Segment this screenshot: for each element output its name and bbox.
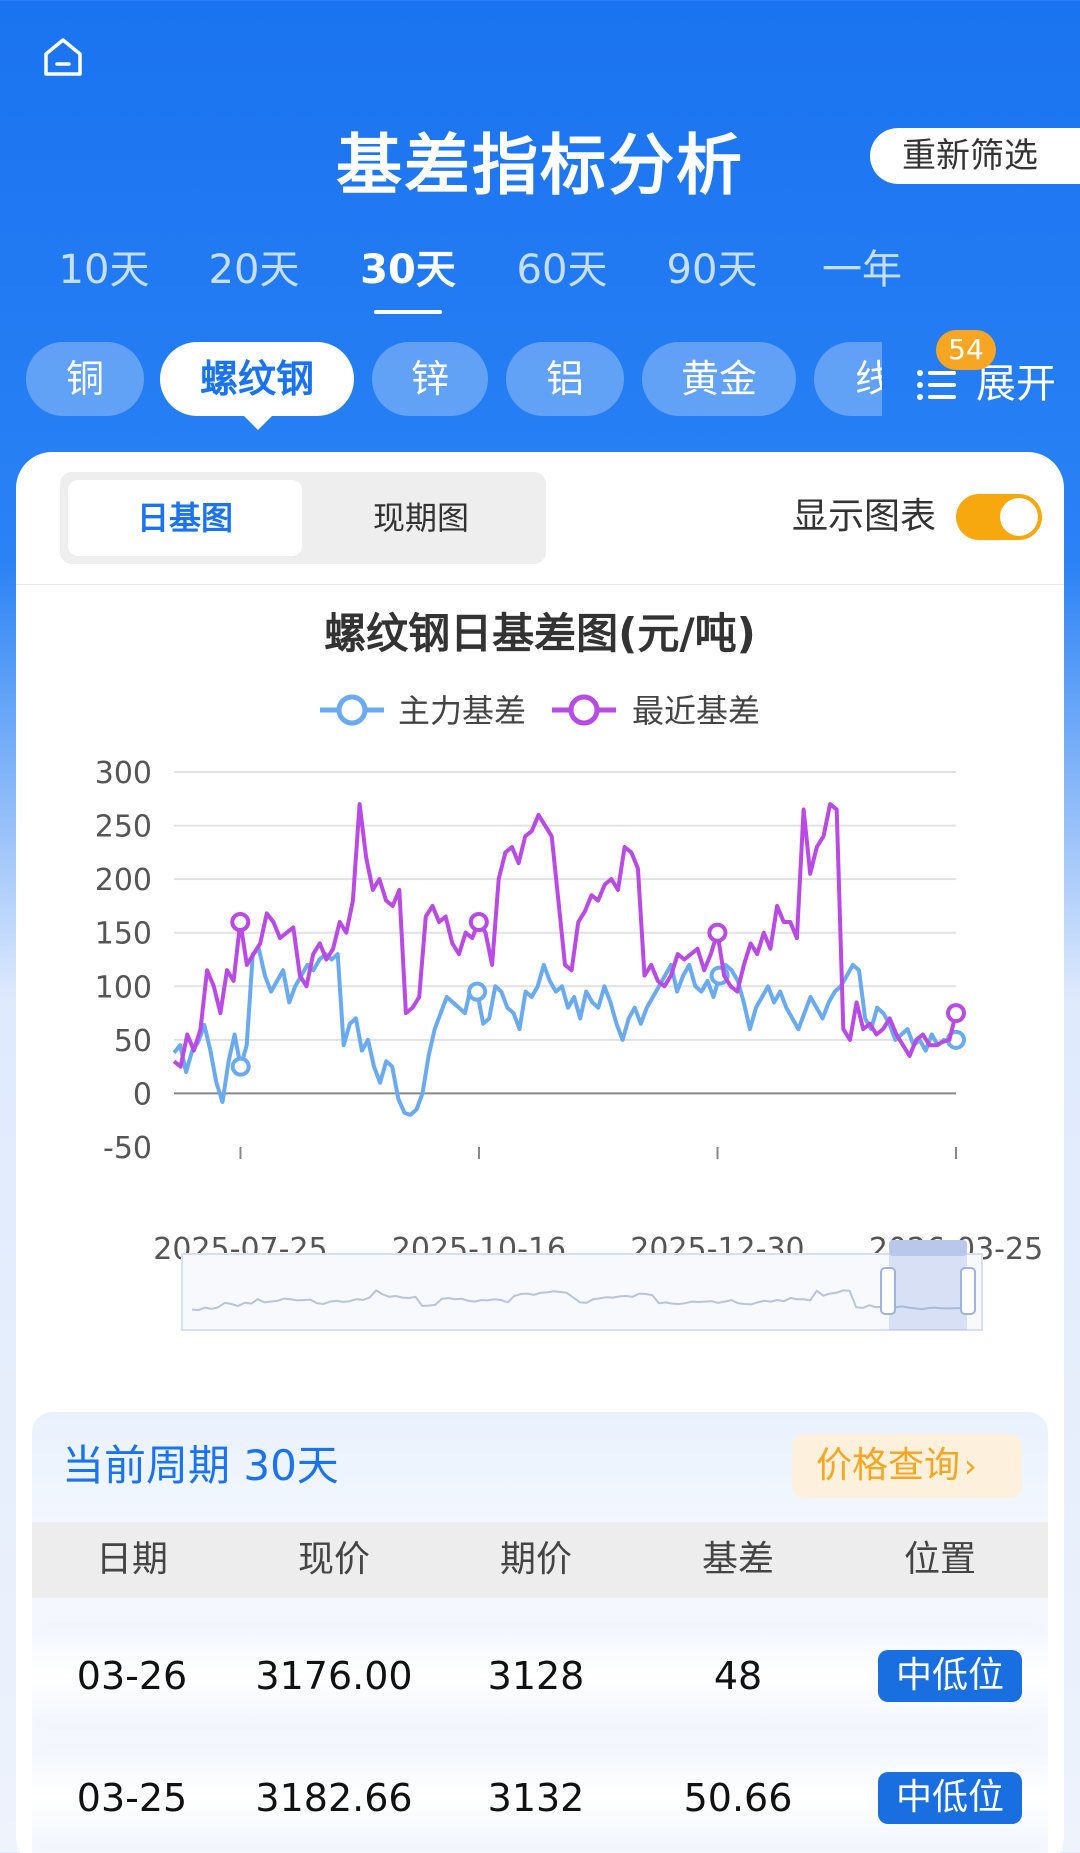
show-chart-label: 显示图表: [792, 496, 937, 537]
tab-label: 一年: [822, 247, 902, 293]
spot-futures-view[interactable]: 现期图: [372, 499, 469, 537]
commodity-gold[interactable]: 黄金: [642, 342, 796, 416]
expand-label: 展开: [976, 361, 1056, 407]
data-point[interactable]: [946, 1003, 966, 1024]
commodity-aluminum[interactable]: 铝: [506, 342, 624, 416]
cell-basis: 48: [713, 1654, 763, 1698]
view-toggle: 日基图 现期图: [60, 472, 546, 564]
data-point[interactable]: [467, 981, 488, 1002]
y-tick-label: 100: [95, 970, 152, 1005]
legend-marker-recent: [568, 694, 600, 726]
commodity-zinc[interactable]: 锌: [372, 342, 488, 416]
tab-label: 30天: [360, 247, 456, 293]
series-line-main: [172, 946, 957, 1117]
current-period-label: 当前周期 30天: [62, 1441, 339, 1490]
y-tick-label: -50: [103, 1131, 152, 1166]
legend-label-main: 主力基差: [398, 692, 526, 730]
y-tick-label: 300: [95, 756, 152, 791]
home-icon[interactable]: [40, 34, 86, 80]
active-pill-pointer: [244, 416, 272, 430]
data-point[interactable]: [468, 912, 489, 932]
tab-10d[interactable]: 10天: [34, 242, 174, 298]
tab-60d[interactable]: 60天: [492, 242, 632, 298]
position-badge: 中低位: [878, 1650, 1022, 1702]
zoom-window[interactable]: [889, 1254, 967, 1330]
col-date: 日期: [95, 1539, 168, 1580]
col-position: 位置: [903, 1539, 976, 1580]
chart-title: 螺纹钢日基差图(元/吨): [324, 609, 756, 658]
daily-basis-view[interactable]: 日基图: [68, 480, 302, 556]
commodity-selector: 铜 螺纹钢 锌 铝 黄金 线 展开: [0, 340, 1080, 430]
data-point[interactable]: [707, 922, 728, 943]
data-point[interactable]: [230, 1056, 251, 1077]
count-badge: 54: [936, 330, 996, 370]
list-icon: [917, 370, 956, 400]
table-header: 日期 现价 期价 基差 位置: [32, 1522, 1048, 1598]
commodity-scroll[interactable]: 铜 螺纹钢 锌 铝 黄金 线: [0, 340, 882, 420]
chevron-right-icon: ›: [964, 1447, 977, 1485]
tab-label: 20天: [208, 247, 300, 293]
tab-label: 60天: [516, 247, 608, 293]
show-chart-toggle[interactable]: [956, 494, 1042, 540]
commodity-copper[interactable]: 铜: [26, 342, 144, 416]
cell-futures: 3132: [487, 1776, 585, 1820]
series-line-recent: [172, 802, 958, 1069]
basis-chart: 螺纹钢日基差图(元/吨) 主力基差 最近基差 300 250 200 150 100 50…: [95, 609, 1043, 1331]
cell-basis: 50.66: [683, 1776, 793, 1820]
col-basis: 基差: [701, 1539, 774, 1580]
period-tabs: 10天 20天 30天 60天 90天 一年: [0, 242, 1080, 322]
refilter-button[interactable]: 重新筛选: [870, 128, 1080, 184]
zoom-handle-bar[interactable]: [889, 1240, 967, 1256]
tab-label: 90天: [666, 247, 758, 293]
cell-spot: 3182.66: [255, 1776, 413, 1820]
tab-90d[interactable]: 90天: [642, 242, 782, 298]
cell-date: 03-26: [76, 1654, 188, 1698]
y-tick-label: 50: [114, 1024, 152, 1059]
y-tick-label: 0: [133, 1077, 152, 1112]
zoom-handle-right[interactable]: [960, 1267, 976, 1315]
y-tick-label: 150: [95, 917, 152, 952]
commodity-rebar[interactable]: 螺纹钢: [160, 342, 354, 416]
col-spot: 现价: [297, 1539, 370, 1580]
price-query-label: 价格查询: [816, 1445, 961, 1486]
y-tick-label: 200: [95, 863, 152, 898]
position-badge: 中低位: [878, 1772, 1022, 1824]
divider: [16, 584, 1064, 585]
page-title: 基差指标分析: [336, 127, 744, 204]
legend-marker-main: [336, 694, 368, 726]
chart-legend[interactable]: 主力基差 最近基差: [320, 692, 760, 730]
chart-card: 日基图 现期图 显示图表 螺纹钢日基差图(元/吨) 主力基差 最近基差 300 2…: [16, 452, 1064, 1853]
tab-30d[interactable]: 30天: [338, 242, 478, 314]
zoom-handle-left[interactable]: [880, 1267, 896, 1315]
price-query-button[interactable]: 价格查询 ›: [792, 1434, 1022, 1498]
data-zoom-slider[interactable]: [181, 1240, 983, 1331]
toggle-knob: [1000, 498, 1038, 536]
tab-20d[interactable]: 20天: [184, 242, 324, 298]
data-point[interactable]: [230, 912, 251, 932]
y-tick-label: 250: [95, 810, 152, 845]
period-panel: 当前周期 30天 价格查询 › 日期 现价 期价 基差 位置 03-26 3176…: [32, 1412, 1048, 1853]
commodity-wire[interactable]: 线: [814, 342, 882, 416]
table-row[interactable]: 03-26 3176.00 3128 48 中低位: [32, 1622, 1048, 1730]
col-futures: 期价: [499, 1539, 572, 1580]
legend-label-recent: 最近基差: [632, 692, 760, 730]
table-row[interactable]: 03-25 3182.66 3132 50.66 中低位: [32, 1744, 1048, 1852]
cell-spot: 3176.00: [255, 1654, 413, 1698]
tab-1y[interactable]: 一年: [792, 242, 932, 298]
active-tab-indicator: [374, 310, 442, 314]
tab-label: 10天: [58, 247, 150, 293]
cell-date: 03-25: [76, 1776, 188, 1820]
cell-futures: 3128: [487, 1654, 585, 1698]
